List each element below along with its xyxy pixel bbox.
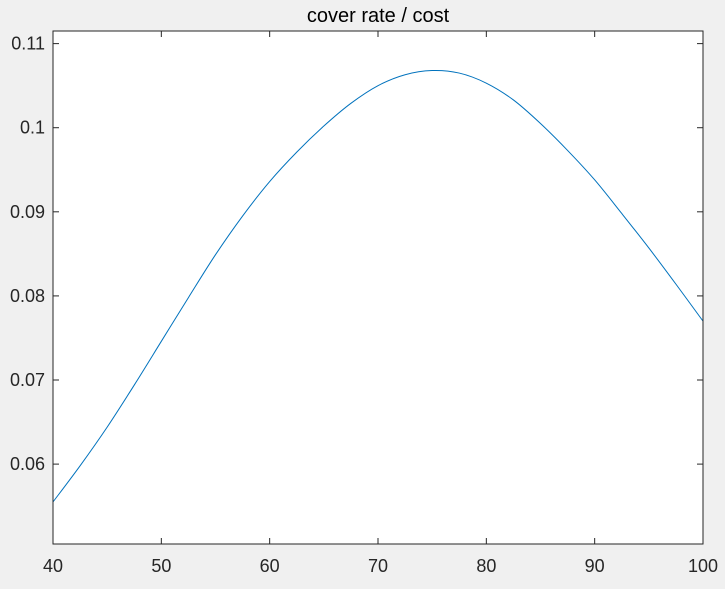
x-tick-label: 40 [43, 556, 63, 576]
chart-title: cover rate / cost [307, 5, 450, 27]
series-line-0 [52, 69, 704, 503]
y-tick-label: 0.1 [20, 118, 45, 138]
labels-layer: 40 50 60 70 80 90 100 0.06 0.07 0.08 0.09 0.1 0.11 [10, 34, 718, 576]
x-tick-label: 60 [260, 556, 280, 576]
series-layer [52, 69, 704, 503]
y-tick-label: 0.09 [10, 202, 45, 222]
x-tick-label: 90 [585, 556, 605, 576]
y-tick-label: 0.07 [10, 370, 45, 390]
plot-area [53, 31, 703, 544]
x-tick-label: 70 [368, 556, 388, 576]
x-tick-label: 80 [476, 556, 496, 576]
x-tick-label: 50 [151, 556, 171, 576]
plot-frame [52, 30, 704, 545]
x-tick-label: 100 [688, 556, 718, 576]
y-tick-label: 0.06 [10, 454, 45, 474]
y-tick-label: 0.11 [11, 34, 45, 54]
y-tick-label: 0.08 [10, 286, 45, 306]
